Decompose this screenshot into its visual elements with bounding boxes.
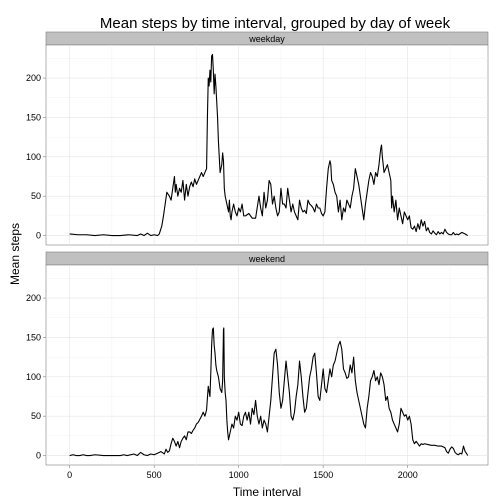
y-axis-title: Mean steps [8, 223, 22, 285]
x-tick-label: 1500 [313, 470, 333, 480]
strip-label-weekday: weekday [248, 34, 285, 44]
y-tick-label: 100 [26, 372, 41, 382]
y-ticks-weekend: 0 50 100 150 200 [26, 293, 46, 461]
x-axis-title: Time interval [233, 485, 301, 499]
y-ticks-weekday: 0 50 100 150 200 [26, 73, 46, 241]
y-tick-label: 50 [31, 411, 41, 421]
y-tick-label: 150 [26, 112, 41, 122]
facet-panel-weekday: weekday 0 50 100 150 200 [26, 31, 489, 246]
y-tick-label: 100 [26, 152, 41, 162]
y-tick-label: 200 [26, 293, 41, 303]
series-line-weekday [69, 53, 469, 237]
y-tick-label: 0 [36, 231, 41, 241]
y-tick-label: 200 [26, 73, 41, 83]
x-tick-label: 0 [67, 470, 72, 480]
y-tick-label: 150 [26, 332, 41, 342]
grid-weekday [46, 45, 488, 245]
x-tick-label: 2000 [398, 470, 418, 480]
x-tick-label: 500 [147, 470, 162, 480]
grid-weekend [46, 265, 488, 465]
facet-panel-weekend: weekend 0 50 100 150 200 [26, 251, 489, 466]
x-axis-ticks: 0 500 1000 1500 2000 [67, 465, 418, 480]
panel-background-weekday [45, 44, 489, 246]
series-line-weekend [69, 327, 469, 457]
x-tick-label: 1000 [229, 470, 249, 480]
chart-title: Mean steps by time interval, grouped by … [100, 15, 451, 32]
strip-label-weekend: weekend [248, 254, 285, 264]
y-tick-label: 0 [36, 451, 41, 461]
panel-background-weekend [45, 264, 489, 466]
y-tick-label: 50 [31, 191, 41, 201]
